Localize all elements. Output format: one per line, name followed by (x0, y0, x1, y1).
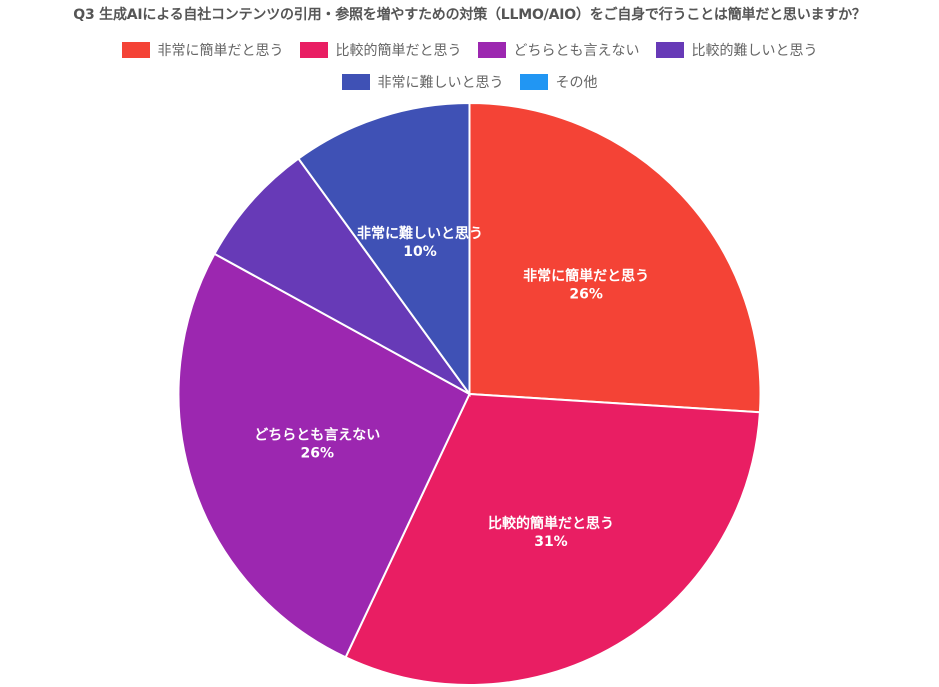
legend-swatch (655, 42, 684, 58)
legend-swatch (477, 42, 506, 58)
legend-label: どちらとも言えない (513, 43, 640, 59)
legend-item-neutral[interactable]: どちらとも言えない (477, 40, 640, 60)
legend-swatch (121, 42, 150, 58)
legend-label: 比較的簡単だと思う (335, 43, 462, 59)
legend-swatch (341, 74, 370, 90)
legend-label: その他 (555, 75, 598, 91)
legend-item-fairly-difficult[interactable]: 比較的難しいと思う (655, 40, 818, 60)
slice-fairly-easy[interactable] (344, 392, 761, 686)
slice-label-value: 10% (403, 244, 437, 260)
slice-label-value: 26% (301, 445, 335, 461)
slice-label-value: 31% (534, 534, 568, 550)
legend-swatch (519, 74, 548, 90)
legend-item-very-easy[interactable]: 非常に簡単だと思う (121, 40, 284, 60)
slice-very-easy[interactable] (468, 101, 762, 414)
slice-label-value: 26% (569, 286, 603, 302)
legend-label: 非常に難しいと思う (377, 75, 504, 91)
legend-item-fairly-easy[interactable]: 比較的簡単だと思う (299, 40, 462, 60)
slice-label-category: 非常に簡単だと思う (523, 267, 649, 284)
slice-label-category: 非常に難しいと思う (357, 225, 483, 242)
legend-label: 非常に簡単だと思う (157, 43, 284, 59)
legend: 非常に簡単だと思う 比較的簡単だと思う どちらとも言えない 比較的難しいと思う … (0, 38, 939, 102)
slice-label-category: どちらとも言えない (254, 426, 380, 443)
legend-swatch (299, 42, 328, 58)
slice-label-category: 比較的簡単だと思う (488, 515, 614, 532)
legend-row-2: 非常に難しいと思う その他 (0, 70, 939, 94)
legend-item-very-difficult[interactable]: 非常に難しいと思う (341, 72, 504, 92)
slice-fairly-difficult[interactable] (213, 157, 471, 395)
chart-title: Q3 生成AIによる自社コンテンツの引用・参照を増やすための対策（LLMO/AI… (73, 7, 866, 23)
legend-item-other[interactable]: その他 (519, 72, 598, 92)
slice-very-difficult[interactable] (297, 101, 471, 398)
legend-row-1: 非常に簡単だと思う 比較的簡単だと思う どちらとも言えない 比較的難しいと思う (0, 38, 939, 62)
legend-label: 比較的難しいと思う (691, 43, 818, 59)
